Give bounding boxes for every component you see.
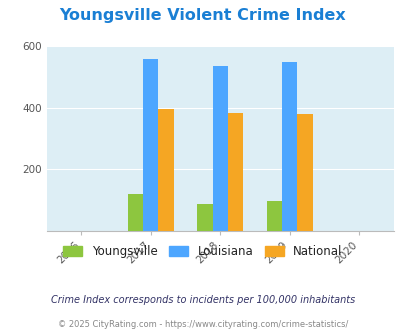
- Text: Crime Index corresponds to incidents per 100,000 inhabitants: Crime Index corresponds to incidents per…: [51, 295, 354, 305]
- Bar: [197, 204, 212, 231]
- Text: Youngsville Violent Crime Index: Youngsville Violent Crime Index: [60, 8, 345, 23]
- Text: © 2025 CityRating.com - https://www.cityrating.com/crime-statistics/: © 2025 CityRating.com - https://www.city…: [58, 320, 347, 329]
- Bar: [212, 66, 227, 231]
- Bar: [158, 109, 173, 231]
- Bar: [227, 113, 243, 231]
- Bar: [281, 62, 296, 231]
- Legend: Youngsville, Louisiana, National: Youngsville, Louisiana, National: [58, 241, 347, 263]
- Bar: [128, 194, 143, 231]
- Bar: [266, 201, 281, 231]
- Bar: [143, 59, 158, 231]
- Bar: [296, 114, 312, 231]
